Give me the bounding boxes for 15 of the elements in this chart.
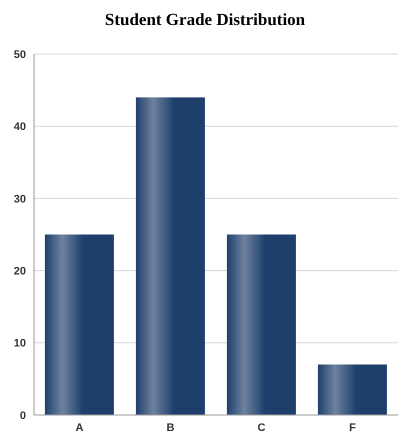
y-tick-label: 10 bbox=[14, 338, 26, 350]
x-tick-label: F bbox=[349, 422, 356, 434]
y-tick-label: 20 bbox=[14, 266, 26, 278]
x-tick-label: B bbox=[166, 422, 175, 434]
y-tick-label: 30 bbox=[14, 193, 26, 206]
y-tick-label: 40 bbox=[14, 121, 26, 134]
bar bbox=[226, 234, 296, 415]
bar bbox=[44, 234, 114, 415]
x-tick-label: A bbox=[76, 422, 84, 434]
bar bbox=[318, 364, 387, 415]
y-tick-label: 50 bbox=[14, 48, 26, 61]
y-tick-label: 0 bbox=[20, 410, 26, 422]
bar bbox=[136, 97, 205, 415]
x-tick-label: C bbox=[258, 422, 266, 434]
chart-title: Student Grade Distribution bbox=[104, 9, 306, 31]
